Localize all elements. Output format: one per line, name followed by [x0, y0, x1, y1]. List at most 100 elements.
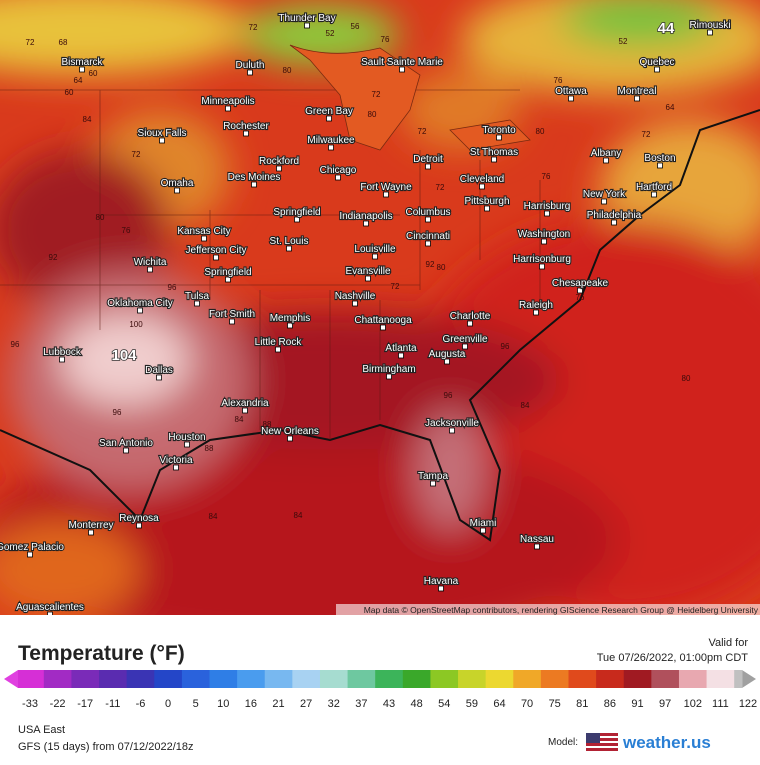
city-label: Dallas: [145, 365, 173, 376]
model-label: Model:: [548, 737, 578, 748]
city-marker: [438, 585, 444, 592]
legend-tick-label: 10: [217, 698, 229, 710]
city-marker: [430, 480, 436, 487]
isotherm-label: 76: [542, 172, 551, 181]
city-label: Lubbock: [43, 347, 82, 358]
city-marker: [47, 611, 53, 615]
city-label: Oklahoma City: [107, 298, 173, 309]
city-label: New Orleans: [261, 426, 319, 437]
isotherm-label: 96: [11, 340, 20, 349]
legend-tick-label: 54: [438, 698, 450, 710]
city-label: Detroit: [413, 154, 443, 165]
city-marker: [449, 427, 455, 434]
city-label: Harrisonburg: [513, 254, 571, 265]
city-label: Harrisburg: [524, 201, 571, 212]
city-label: Boston: [644, 153, 675, 164]
legend-tick-label: 122: [739, 698, 757, 710]
city-marker: [365, 275, 371, 282]
city-marker: [386, 373, 392, 380]
city-marker: [484, 205, 490, 212]
legend-tick-label: 32: [328, 698, 340, 710]
isotherm-label: 72: [249, 23, 258, 32]
city-label: Greenville: [442, 334, 487, 345]
city-marker: [335, 174, 341, 181]
legend-tick-label: -11: [105, 698, 120, 710]
isotherm-label: 84: [209, 512, 218, 521]
city-marker: [539, 263, 545, 270]
city-label: Tampa: [418, 471, 448, 482]
city-marker: [425, 163, 431, 170]
city-label: Hartford: [636, 182, 672, 193]
city-label: Cleveland: [460, 174, 504, 185]
city-marker: [425, 240, 431, 247]
legend-tick-label: 64: [493, 698, 505, 710]
city-label: Toronto: [482, 125, 516, 136]
isotherm-label: 72: [372, 90, 381, 99]
legend-tick-label: -6: [136, 698, 146, 710]
isotherm-label: 52: [326, 29, 335, 38]
city-marker: [544, 210, 550, 217]
city-marker: [541, 238, 547, 245]
city-marker: [363, 220, 369, 227]
city-marker: [533, 309, 539, 316]
city-marker: [173, 464, 179, 471]
city-marker: [225, 105, 231, 112]
city-label: Montreal: [618, 86, 657, 97]
city-marker: [137, 307, 143, 314]
isotherm-label: 56: [351, 22, 360, 31]
city-marker: [159, 137, 165, 144]
city-marker: [372, 253, 378, 260]
isotherm-label: 52: [619, 37, 628, 46]
isotherm-label: 64: [74, 76, 83, 85]
city-marker: [534, 543, 540, 550]
city-label: Springfield: [204, 267, 251, 278]
isotherm-label: 88: [263, 420, 272, 429]
legend-swatch: [540, 670, 569, 688]
isotherm-label: 84: [521, 401, 530, 410]
legend-title: Temperature (°F): [18, 642, 185, 665]
city-marker: [123, 447, 129, 454]
attribution: Map data © OpenStreetMap contributors, r…: [364, 605, 759, 615]
legend-swatch: [568, 670, 597, 688]
city-marker: [707, 29, 713, 36]
city-marker: [243, 130, 249, 137]
isotherm-label: 92: [426, 260, 435, 269]
legend-swatch: [678, 670, 708, 688]
city-marker: [654, 66, 660, 73]
city-marker: [444, 358, 450, 365]
city-label: Omaha: [161, 178, 194, 189]
legend-swatch: [18, 670, 47, 688]
city-marker: [380, 324, 386, 331]
city-marker: [287, 435, 293, 442]
model-run: GFS (15 days) from 07/12/2022/18z: [18, 741, 193, 753]
legend-tick-label: 102: [684, 698, 702, 710]
city-marker: [287, 322, 293, 329]
city-marker: [657, 162, 663, 169]
city-label: Cincinnati: [406, 231, 450, 242]
isotherm-label: 72: [418, 127, 427, 136]
isotherm-label: 72: [436, 183, 445, 192]
city-label: Augusta: [429, 349, 466, 360]
city-marker: [467, 320, 473, 327]
city-label: Little Rock: [255, 337, 303, 348]
legend-swatch: [264, 670, 293, 688]
city-label: Houston: [168, 432, 205, 443]
city-marker: [326, 115, 332, 122]
legend-swatch: [126, 670, 155, 688]
legend-tick-label: 70: [521, 698, 533, 710]
legend-tick-label: -22: [50, 698, 66, 710]
city-marker: [201, 235, 207, 242]
isotherm-label: 84: [235, 415, 244, 424]
city-marker: [568, 95, 574, 102]
city-label: Pittsburgh: [464, 196, 509, 207]
city-marker: [275, 346, 281, 353]
city-marker: [577, 287, 583, 294]
legend-swatch: [347, 670, 376, 688]
city-label: Miami: [470, 518, 497, 529]
legend-cap: [4, 670, 18, 688]
city-label: Birmingham: [362, 364, 415, 375]
city-marker: [491, 156, 497, 163]
city-label: Milwaukee: [307, 135, 355, 146]
city-marker: [27, 551, 33, 558]
